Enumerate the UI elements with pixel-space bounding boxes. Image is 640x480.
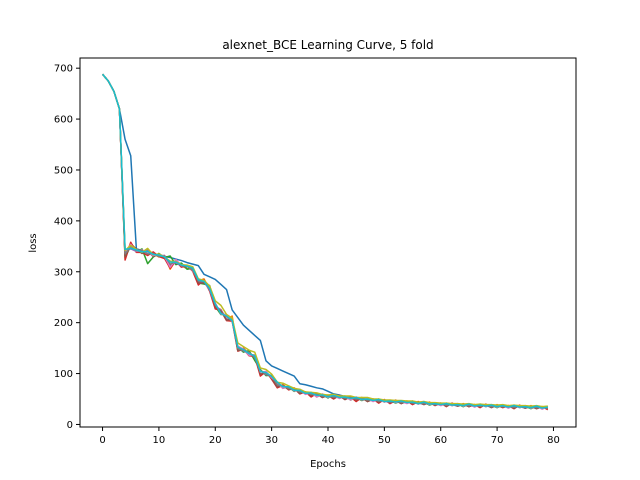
chart-title: alexnet_BCE Learning Curve, 5 fold — [222, 38, 433, 52]
y-tick-label: 0 — [67, 420, 73, 431]
x-tick-label: 30 — [265, 435, 278, 446]
y-tick-label: 600 — [54, 115, 73, 126]
y-axis-label: loss — [28, 233, 39, 252]
x-tick-label: 80 — [547, 435, 560, 446]
y-tick-label: 100 — [54, 369, 73, 380]
series-line-10 — [101, 73, 548, 409]
y-axis: 0 100 200 300 400 500 600 700 — [54, 64, 80, 431]
x-tick-label: 50 — [378, 435, 391, 446]
x-tick-label: 40 — [322, 435, 335, 446]
y-tick-label: 200 — [54, 318, 73, 329]
x-tick-label: 60 — [434, 435, 447, 446]
y-tick-label: 300 — [54, 267, 73, 278]
y-tick-label: 700 — [54, 64, 73, 75]
x-tick-label: 0 — [99, 435, 105, 446]
y-tick-label: 400 — [54, 216, 73, 227]
x-tick-label: 10 — [153, 435, 166, 446]
x-axis: 0 10 20 30 40 50 60 70 80 — [99, 427, 560, 446]
series-layer — [101, 73, 549, 411]
x-tick-label: 20 — [209, 435, 222, 446]
x-axis-label: Epochs — [310, 459, 346, 470]
y-tick-label: 500 — [54, 165, 73, 176]
x-tick-label: 70 — [491, 435, 504, 446]
